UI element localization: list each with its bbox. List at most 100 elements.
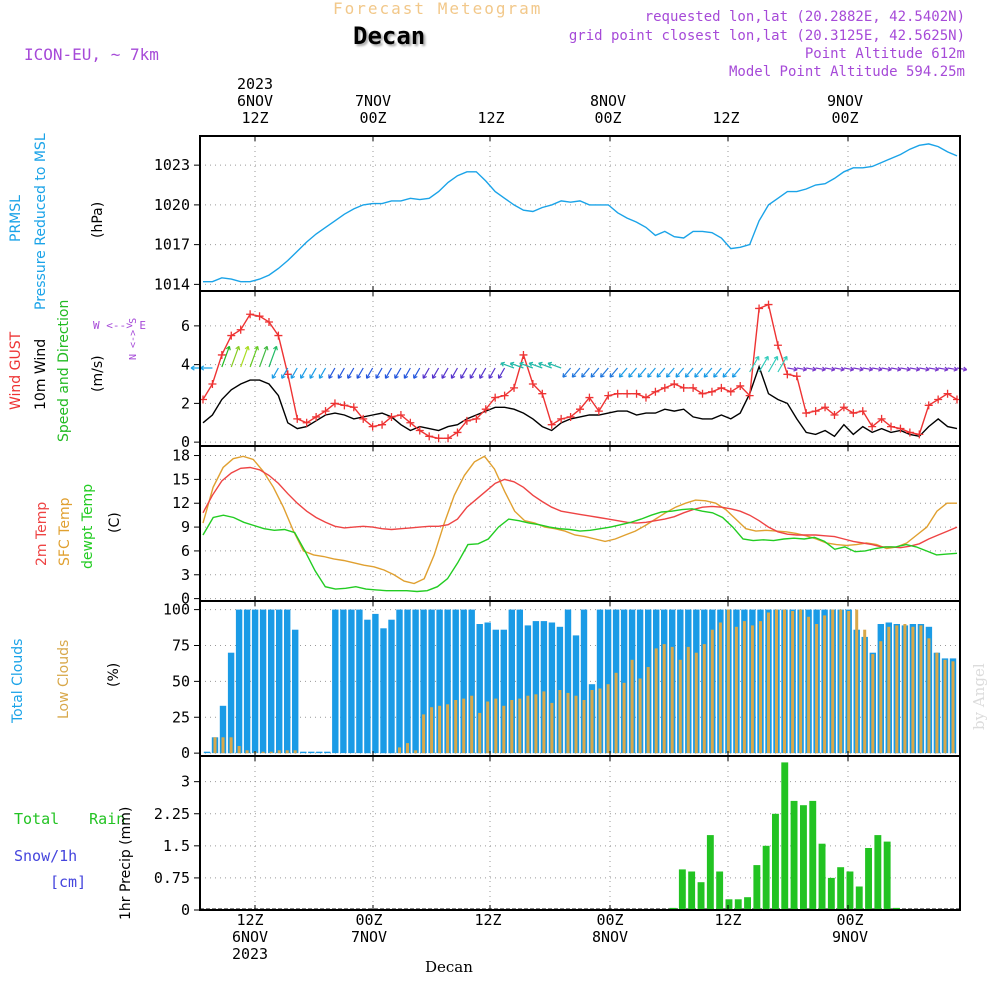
gust-marker xyxy=(453,428,462,437)
sfc-temp-line xyxy=(202,455,957,585)
wind-direction-arrow xyxy=(450,367,458,379)
gust-marker xyxy=(349,403,358,412)
wind-direction-arrow xyxy=(230,345,241,368)
gust-marker xyxy=(396,411,405,419)
wind-direction-arrow xyxy=(731,367,741,378)
rain-bar xyxy=(669,907,677,910)
bottom-axis-label: 00Z 8NOV xyxy=(591,911,629,946)
wind-direction-arrow xyxy=(431,367,440,379)
low-cloud-bar xyxy=(221,737,225,754)
y-tick-label: 2.25 xyxy=(154,805,190,823)
bottom-axis-label: 12Z 6NOV 2023 xyxy=(231,911,269,963)
gust-marker xyxy=(500,391,509,400)
gust-marker xyxy=(434,434,443,443)
panel-frame xyxy=(199,445,961,602)
low-cloud-bar xyxy=(807,616,811,754)
total-cloud-bar xyxy=(492,629,499,754)
snow-label: Snow/1h xyxy=(14,847,78,865)
low-cloud-bar xyxy=(686,646,690,754)
gust-marker xyxy=(755,304,764,313)
gust-marker xyxy=(839,403,848,412)
total-cloud-bar xyxy=(444,609,451,754)
rain-bar xyxy=(883,841,891,910)
wind-direction-arrow xyxy=(422,367,430,379)
rain-bar xyxy=(809,800,817,910)
dewpt-temp-line xyxy=(202,508,958,593)
total-cloud-bar xyxy=(516,609,523,754)
wind-direction-arrow xyxy=(403,367,411,379)
wind-direction-arrow xyxy=(890,366,902,372)
wind-direction-arrow xyxy=(637,367,647,378)
wind-direction-arrow xyxy=(500,361,515,369)
gust-marker xyxy=(302,418,311,427)
snow-unit: [cm] xyxy=(50,873,87,891)
low-cloud-bar xyxy=(542,691,546,754)
wind-direction-arrow xyxy=(684,367,694,378)
low-cloud-bar xyxy=(494,698,498,754)
rain-bar xyxy=(725,899,733,910)
wind-direction-arrow xyxy=(956,366,968,372)
wind-direction-arrow xyxy=(221,345,231,368)
low-cloud-bar xyxy=(791,611,795,754)
total-cloud-bar xyxy=(340,609,347,754)
total-rain-label: Total Rain xyxy=(14,810,126,828)
gust-marker xyxy=(717,383,726,392)
gust-marker xyxy=(264,318,273,326)
low-cloud-bar xyxy=(454,700,458,754)
total-cloud-bar xyxy=(276,609,283,754)
wind-direction-arrow xyxy=(460,367,468,379)
wind-direction-arrow xyxy=(777,355,788,373)
total-cloud-bar xyxy=(243,609,251,754)
wind-direction-arrow xyxy=(767,355,779,373)
gust-marker xyxy=(378,420,387,429)
rain-bar xyxy=(688,871,696,910)
wind-direction-arrow xyxy=(249,345,259,368)
wind-direction-arrow xyxy=(528,361,543,369)
wind-direction-arrow xyxy=(815,366,826,372)
wind-direction-arrow xyxy=(281,367,289,379)
grid-point-coords: grid point closest lon,lat (20.3125E, 42… xyxy=(568,28,965,44)
gust-marker xyxy=(707,387,716,396)
low-cloud-bar xyxy=(887,626,891,754)
low-cloud-bar xyxy=(614,672,618,754)
y-tick-label: 1020 xyxy=(154,196,190,214)
gust-marker xyxy=(415,426,424,435)
top-axis-label: 12Z xyxy=(477,109,505,127)
low-cloud-bar xyxy=(478,712,482,754)
low-cloud-bar xyxy=(486,701,490,754)
bottom-footer-location: Decan xyxy=(425,958,473,976)
model-label: ICON-EU, ~ 7km xyxy=(24,45,159,64)
total-cloud-bar xyxy=(364,619,371,754)
wind-direction-arrow xyxy=(240,345,250,368)
wind-direction-arrow xyxy=(268,345,278,368)
y-tick-label: 18 xyxy=(172,447,190,465)
low-cloud-bar xyxy=(847,611,851,754)
rain-bar xyxy=(762,845,770,910)
wind-direction-arrow xyxy=(834,366,845,372)
wind-direction-arrow xyxy=(538,361,552,369)
gust-marker xyxy=(623,389,632,398)
gust-marker xyxy=(887,422,896,431)
gust-marker xyxy=(368,422,377,431)
gust-marker xyxy=(698,389,707,398)
total-cloud-bar xyxy=(251,609,259,754)
wind-direction-arrow xyxy=(497,367,506,379)
low-cloud-bar xyxy=(422,714,426,754)
gust-marker xyxy=(877,414,886,423)
rain-bar xyxy=(827,877,835,910)
gust-marker xyxy=(689,383,698,392)
y-tick-label: 1014 xyxy=(154,275,190,293)
gust-marker xyxy=(491,393,500,402)
low-cloud-bar xyxy=(718,622,722,754)
low-cloud-bar xyxy=(911,626,915,754)
total-cloud-bar xyxy=(420,609,427,754)
location-title: Decan xyxy=(353,22,426,50)
low-cloud-bar xyxy=(742,621,746,754)
wind-direction-arrow xyxy=(600,367,609,378)
total-cloud-bar xyxy=(580,609,588,754)
total-cloud-bar xyxy=(476,624,483,754)
gust-marker xyxy=(849,409,858,418)
low-cloud-bar xyxy=(438,705,442,754)
wind-direction-arrow xyxy=(488,367,496,379)
wind-direction-arrow xyxy=(665,367,675,378)
